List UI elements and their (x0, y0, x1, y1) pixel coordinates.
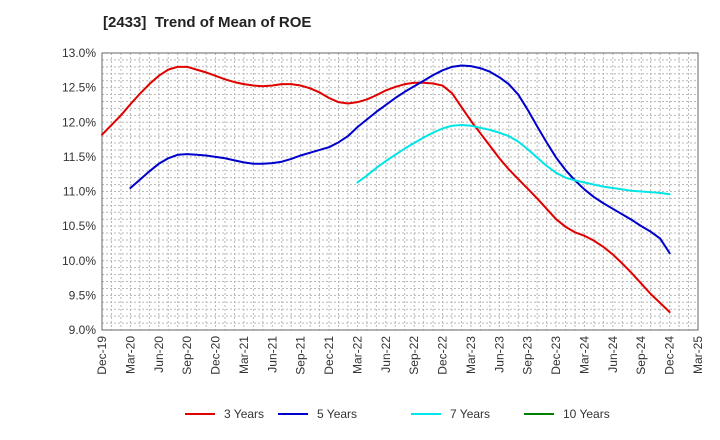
series-line-3-years (101, 65, 671, 313)
legend-label: 7 Years (450, 407, 490, 421)
x-tick-label: Sep-24 (634, 336, 648, 375)
y-tick-label: 11.0% (63, 185, 96, 199)
y-tick-label: 12.5% (62, 81, 96, 95)
x-tick-label: Mar-20 (123, 336, 137, 374)
grid-layer (102, 53, 698, 330)
y-tick-label: 12.0% (62, 115, 96, 129)
x-tick-label: Dec-20 (209, 336, 223, 375)
x-tick-label: Jun-24 (606, 336, 620, 373)
legend-layer: 3 Years 5 Years 7 Years 10 Years (185, 407, 610, 421)
x-tick-label: Mar-25 (691, 336, 705, 374)
x-tick-label: Dec-24 (663, 336, 677, 375)
y-tick-label: 9.5% (69, 288, 97, 302)
series-layer (101, 64, 671, 313)
x-tick-label: Dec-22 (436, 336, 450, 375)
x-tick-label: Mar-23 (464, 336, 478, 374)
legend-label: 5 Years (317, 407, 357, 421)
y-tick-label: 11.5% (63, 150, 96, 164)
axis-layer: 13.0% 12.5% 12.0% 11.5% 11.0% 10.5% 10.0% 9.5% 9… (62, 46, 705, 375)
legend-label: 3 Years (224, 407, 264, 421)
series-line-5-years (129, 64, 671, 255)
series-line-7-years (356, 124, 671, 196)
y-tick-label: 10.0% (62, 254, 96, 268)
x-tick-label: Jun-23 (492, 336, 506, 373)
x-tick-label: Mar-22 (350, 336, 364, 374)
x-tick-label: Sep-20 (180, 336, 194, 375)
y-tick-label: 9.0% (69, 323, 97, 337)
x-tick-label: Dec-21 (322, 336, 336, 375)
plot-frame (101, 52, 699, 331)
x-tick-label: Sep-21 (294, 336, 308, 375)
x-tick-label: Sep-22 (407, 336, 421, 375)
x-tick-label: Jun-20 (152, 336, 166, 373)
x-tick-label: Mar-21 (237, 336, 251, 374)
x-tick-label: Jun-22 (379, 336, 393, 373)
x-tick-label: Dec-19 (95, 336, 109, 375)
x-tick-label: Jun-21 (265, 336, 279, 373)
y-tick-label: 13.0% (62, 46, 96, 60)
x-tick-label: Sep-23 (521, 336, 535, 375)
chart-title: [2433] Trend of Mean of ROE (103, 14, 312, 31)
x-tick-label: Dec-23 (549, 336, 563, 375)
x-tick-label: Mar-24 (577, 336, 591, 374)
legend-label: 10 Years (563, 407, 610, 421)
y-tick-label: 10.5% (62, 219, 96, 233)
